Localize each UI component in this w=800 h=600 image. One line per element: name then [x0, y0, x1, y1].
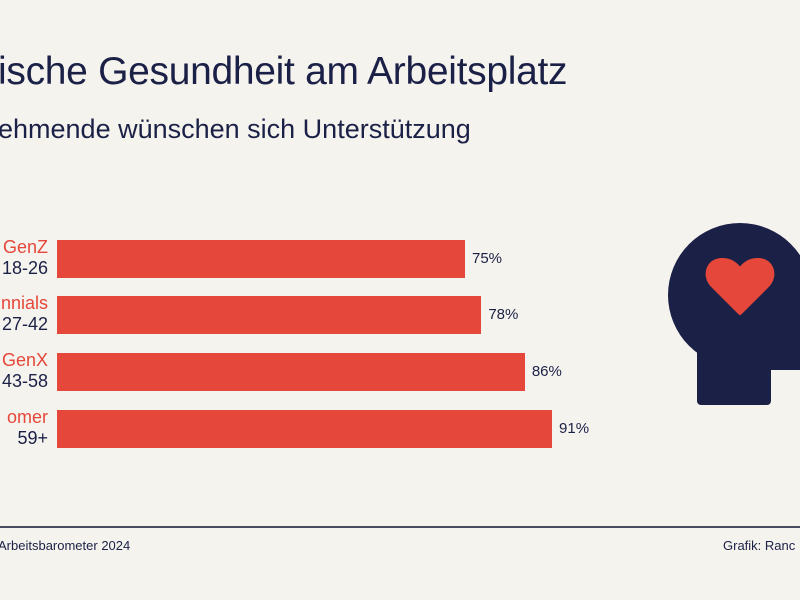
value-label: 86% [531, 363, 562, 380]
category-label: omer 59+ [7, 407, 48, 449]
chart-subtitle: ehmende wünschen sich Unterstützung [0, 114, 471, 144]
graphic-credit: Grafik: Ranc [723, 538, 796, 553]
generation-name: omer [6, 407, 48, 427]
age-range: 59+ [17, 428, 48, 448]
bar [57, 296, 482, 334]
generation-name: nnials [0, 293, 48, 313]
chart-title: ische Gesundheit am Arbeitsplatz [0, 50, 568, 93]
bar [57, 410, 553, 448]
age-range: 43-58 [1, 371, 48, 391]
footer-divider [0, 526, 800, 528]
category-label: GenZ 18-26 [2, 237, 48, 279]
source-note: Arbeitsbarometer 2024 [0, 538, 131, 553]
bar [57, 240, 465, 278]
age-range: 27-42 [1, 314, 48, 334]
age-range: 18-26 [1, 258, 48, 278]
value-label: 75% [472, 250, 503, 267]
bar [57, 353, 525, 391]
category-label: GenX 43-58 [2, 350, 48, 392]
head-silhouette [668, 223, 800, 405]
value-label: 78% [488, 306, 519, 323]
heart-icon [705, 258, 775, 315]
generation-name: GenZ [2, 237, 48, 257]
category-label: nnials 27-42 [1, 293, 48, 335]
generation-name: GenX [1, 350, 48, 370]
value-label: 91% [559, 420, 590, 437]
